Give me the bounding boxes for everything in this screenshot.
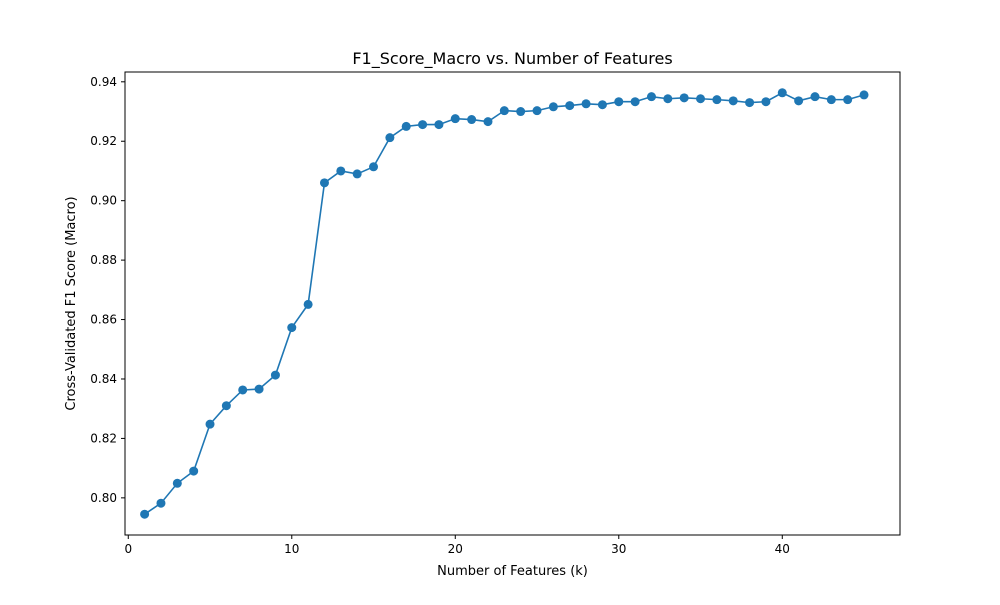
data-point [679, 93, 689, 103]
y-tick-label: 0.92 [90, 134, 117, 148]
x-tick-label: 20 [448, 542, 463, 556]
data-point [434, 120, 444, 130]
data-point [565, 101, 575, 111]
data-point [467, 115, 477, 125]
data-point [418, 120, 428, 130]
data-point [221, 401, 231, 411]
data-point [499, 106, 509, 116]
data-point [826, 95, 836, 105]
data-point [254, 384, 264, 394]
data-point [385, 133, 395, 143]
series-layer [140, 88, 869, 519]
data-point [483, 117, 493, 127]
data-point [843, 95, 853, 105]
data-point [745, 98, 755, 108]
data-point [238, 385, 248, 395]
data-point [270, 370, 280, 380]
data-point [516, 107, 526, 117]
data-point [450, 114, 460, 124]
data-point [156, 498, 166, 508]
chart-title: F1_Score_Macro vs. Number of Features [352, 49, 672, 69]
data-point [597, 100, 607, 110]
data-point [712, 95, 722, 105]
data-point [696, 94, 706, 104]
x-axis-label: Number of Features (k) [437, 564, 588, 579]
x-tick-label: 10 [284, 542, 299, 556]
y-axis-ticks: 0.80 0.82 0.84 0.86 0.88 0.90 0.92 0.94 [90, 75, 125, 505]
y-tick-label: 0.82 [90, 431, 117, 445]
data-point [303, 299, 313, 309]
x-axis-ticks: 0 10 20 30 40 [124, 535, 790, 556]
y-tick-label: 0.88 [90, 253, 117, 267]
data-point [172, 478, 182, 488]
x-tick-label: 30 [611, 542, 626, 556]
data-point [663, 94, 673, 104]
data-point [581, 99, 591, 109]
data-point [401, 121, 411, 131]
data-point [761, 97, 771, 107]
data-point [728, 96, 738, 106]
data-point [532, 106, 542, 116]
data-point [189, 466, 199, 476]
data-point [336, 166, 346, 176]
data-point [140, 509, 150, 519]
data-point [794, 96, 804, 106]
data-point [205, 419, 215, 429]
x-tick-label: 0 [124, 542, 132, 556]
data-point [287, 323, 297, 333]
y-axis-label: Cross-Validated F1 Score (Macro) [64, 196, 79, 410]
data-point [614, 97, 624, 107]
y-tick-label: 0.94 [90, 75, 117, 89]
data-point [630, 97, 640, 107]
plot-frame [124, 71, 901, 536]
data-point [859, 90, 869, 100]
y-tick-label: 0.86 [90, 313, 117, 327]
data-point [646, 92, 656, 102]
data-point [369, 162, 379, 172]
data-point [548, 102, 558, 112]
x-tick-label: 40 [775, 542, 790, 556]
y-tick-label: 0.84 [90, 372, 117, 386]
data-point [777, 88, 787, 98]
data-point [352, 169, 362, 179]
y-tick-label: 0.80 [90, 491, 117, 505]
data-point [319, 178, 329, 188]
y-tick-label: 0.90 [90, 194, 117, 208]
data-point [810, 92, 820, 102]
